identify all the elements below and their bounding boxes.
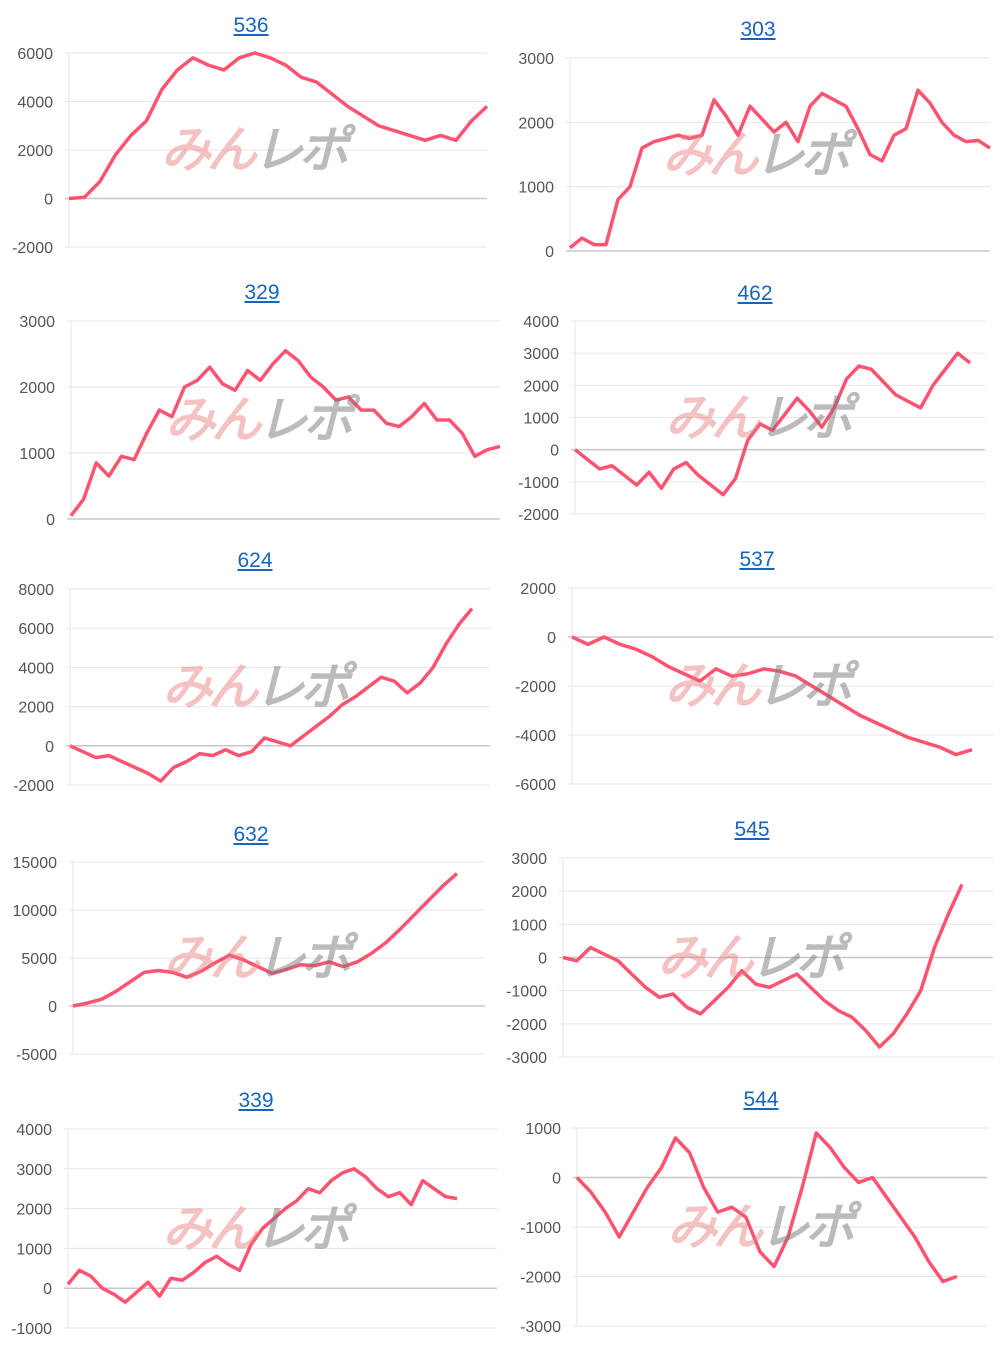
- y-tick-label: 2000: [18, 700, 54, 717]
- y-tick-label: 0: [45, 739, 54, 756]
- y-tick-label: 2000: [511, 884, 547, 901]
- series-line: [72, 872, 459, 1008]
- y-tick-label: 1000: [525, 1121, 561, 1138]
- chart-537: 2000 0 -2000 -4000 -6000: [515, 581, 993, 794]
- y-tick-label: 0: [538, 951, 547, 968]
- y-tick-label: -2000: [13, 778, 54, 795]
- y-tick-label: 3000: [518, 51, 554, 68]
- y-tick-label: -2000: [520, 1270, 561, 1287]
- y-tick-label: 2000: [518, 115, 554, 132]
- y-tick-label: 4000: [17, 95, 53, 112]
- series-line: [573, 351, 972, 497]
- series-line: [575, 1131, 958, 1284]
- y-tick-label: 1000: [19, 446, 55, 463]
- chart-536: 6000 4000 2000 0 -2000: [12, 46, 489, 257]
- y-tick-label: -2000: [518, 507, 559, 524]
- y-tick-label: 15000: [13, 855, 58, 872]
- y-tick-label: 0: [44, 192, 53, 209]
- chart-339: 4000 3000 2000 1000 0 -1000: [11, 1122, 497, 1338]
- y-tick-label: 2000: [520, 581, 556, 598]
- y-tick-label: -1000: [11, 1321, 52, 1338]
- series-line: [568, 88, 991, 250]
- series-line: [68, 51, 489, 201]
- y-tick-label: -4000: [515, 728, 556, 745]
- y-tick-label: 2000: [523, 378, 559, 395]
- chart-544: 1000 0 -1000 -2000 -3000: [520, 1121, 987, 1336]
- y-tick-label: 0: [550, 443, 559, 460]
- y-tick-label: -5000: [16, 1047, 57, 1064]
- y-tick-label: 0: [48, 999, 57, 1016]
- y-tick-label: -2000: [506, 1017, 547, 1034]
- y-tick-label: 3000: [16, 1162, 52, 1179]
- y-tick-label: 3000: [19, 314, 55, 331]
- y-tick-label: 2000: [19, 380, 55, 397]
- y-tick-label: -3000: [520, 1319, 561, 1336]
- y-tick-label: 8000: [18, 582, 54, 599]
- y-tick-label: 3000: [511, 851, 547, 868]
- y-tick-label: -1000: [518, 475, 559, 492]
- series-line: [66, 1167, 458, 1304]
- y-tick-label: -1000: [520, 1220, 561, 1237]
- y-tick-label: 6000: [18, 621, 54, 638]
- y-tick-label: 0: [547, 630, 556, 647]
- chart-title-link[interactable]: 329: [244, 281, 280, 304]
- y-tick-label: 5000: [21, 951, 57, 968]
- chart-303: 3000 2000 1000 0: [518, 51, 991, 261]
- chart-title-link[interactable]: 624: [237, 549, 273, 572]
- y-tick-label: 1000: [518, 180, 554, 197]
- chart-title-link[interactable]: 536: [233, 14, 269, 37]
- y-tick-label: 0: [545, 244, 554, 261]
- chart-title-link[interactable]: 537: [739, 548, 775, 571]
- chart-title-link[interactable]: 545: [734, 818, 770, 841]
- chart-545: 3000 2000 1000 0 -1000 -2000 -3000: [506, 851, 993, 1067]
- series-line: [69, 348, 501, 517]
- chart-title-link[interactable]: 462: [737, 282, 773, 305]
- y-tick-label: 0: [43, 1281, 52, 1298]
- y-tick-label: 0: [552, 1171, 561, 1188]
- y-tick-label: 2000: [16, 1202, 52, 1219]
- y-tick-label: -1000: [506, 984, 547, 1001]
- y-tick-label: 10000: [13, 903, 58, 920]
- series-line: [562, 883, 964, 1049]
- series-line: [571, 635, 973, 757]
- chart-title-link[interactable]: 303: [740, 18, 776, 41]
- y-tick-label: -3000: [506, 1050, 547, 1067]
- y-tick-label: -2000: [12, 240, 53, 257]
- chart-329: 3000 2000 1000 0: [19, 314, 501, 529]
- y-tick-label: 0: [46, 512, 55, 529]
- chart-title-link[interactable]: 632: [233, 823, 269, 846]
- y-tick-label: 4000: [523, 314, 559, 331]
- y-tick-label: 4000: [16, 1122, 52, 1139]
- y-tick-label: 1000: [511, 917, 547, 934]
- series-line: [69, 607, 474, 783]
- chart-462: 4000 3000 2000 1000 0 -1000 -2000: [518, 314, 985, 524]
- y-tick-label: -2000: [515, 679, 556, 696]
- y-tick-label: 1000: [523, 411, 559, 428]
- y-tick-label: 6000: [17, 46, 53, 63]
- y-tick-label: 1000: [16, 1241, 52, 1258]
- chart-title-link[interactable]: 544: [743, 1088, 779, 1111]
- chart-title-link[interactable]: 339: [238, 1089, 274, 1112]
- y-tick-label: 2000: [17, 143, 53, 160]
- chart-632: 15000 10000 5000 0 -5000: [13, 855, 485, 1064]
- y-tick-label: 4000: [18, 660, 54, 677]
- chart-624: 8000 6000 4000 2000 0 -2000: [13, 582, 490, 795]
- y-tick-label: -6000: [515, 777, 556, 794]
- y-tick-label: 3000: [523, 346, 559, 363]
